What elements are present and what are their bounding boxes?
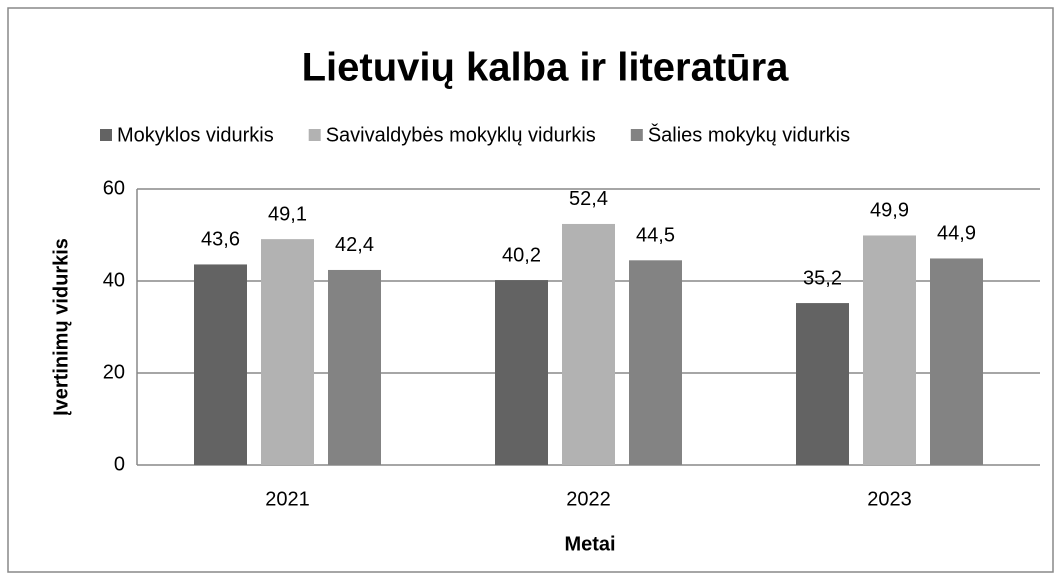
data-label: 42,4 — [335, 234, 374, 256]
x-tick-label: 2021 — [265, 488, 310, 510]
legend-label: Mokyklos vidurkis — [117, 124, 274, 146]
x-axis-label: Metai — [564, 533, 615, 555]
data-label: 44,5 — [636, 225, 675, 247]
legend-label: Šalies mokykų vidurkis — [648, 123, 850, 146]
y-tick-label: 60 — [103, 177, 125, 199]
legend-swatch — [100, 129, 112, 141]
bar — [495, 280, 548, 465]
chart-title: Lietuvių kalba ir literatūra — [302, 46, 790, 90]
data-label: 44,9 — [937, 223, 976, 245]
data-label: 35,2 — [803, 267, 842, 289]
data-label: 49,1 — [268, 203, 307, 225]
legend-swatch — [630, 129, 643, 141]
x-tick-label: 2022 — [566, 488, 611, 510]
bar — [562, 223, 615, 465]
data-label: 49,9 — [870, 200, 909, 222]
legend-swatch — [308, 129, 321, 141]
bar — [629, 260, 682, 465]
x-tick-label: 2023 — [867, 488, 912, 510]
data-label: 52,4 — [569, 188, 608, 210]
y-axis-label: Įvertinimų vidurkis — [50, 238, 72, 416]
bar — [194, 264, 247, 465]
y-tick-label: 20 — [103, 361, 125, 383]
legend-label: Savivaldybės mokyklų vidurkis — [326, 124, 596, 146]
data-label: 43,6 — [201, 229, 240, 251]
bar — [863, 235, 916, 465]
y-tick-label: 0 — [114, 453, 125, 475]
y-tick-label: 40 — [103, 269, 125, 291]
bar — [930, 258, 983, 465]
bar — [328, 269, 381, 465]
bar — [796, 303, 849, 465]
bar — [261, 239, 314, 465]
data-label: 40,2 — [502, 244, 541, 266]
